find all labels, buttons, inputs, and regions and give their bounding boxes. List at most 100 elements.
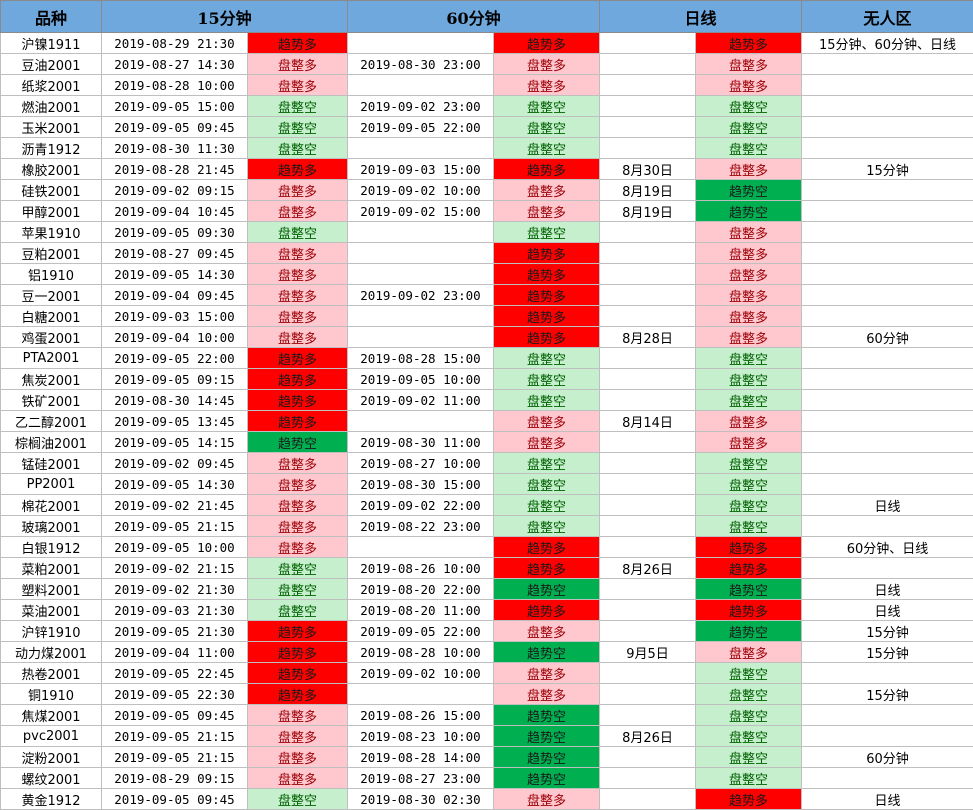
state-daily-cell: 盘整空 [694, 368, 803, 390]
row-name-cell: 豆一2001 [0, 284, 102, 306]
state-daily-cell: 盘整空 [694, 347, 803, 369]
time-15min-cell: 2019-09-02 21:30 [101, 578, 248, 600]
state-60min-cell: 趋势空 [493, 767, 600, 789]
time-60min-cell: 2019-08-30 02:30 [347, 788, 494, 810]
no-man-zone-cell [801, 431, 973, 453]
date-daily-cell: 8月19日 [599, 179, 696, 201]
row-name-cell: 沪镍1911 [0, 32, 102, 54]
header-daily: 日线 [598, 0, 803, 33]
row-name-cell: 沥青1912 [0, 137, 102, 159]
date-daily-cell [599, 662, 696, 684]
time-15min-cell: 2019-08-30 14:45 [101, 389, 248, 411]
date-daily-cell [599, 284, 696, 306]
state-15min-cell: 趋势多 [247, 368, 348, 390]
no-man-zone-cell [801, 515, 973, 537]
state-15min-cell: 趋势多 [247, 620, 348, 642]
state-daily-cell: 盘整多 [694, 242, 803, 264]
state-60min-cell: 趋势多 [493, 284, 600, 306]
time-60min-cell [347, 32, 494, 54]
row-name-cell: 焦炭2001 [0, 368, 102, 390]
row-name-cell: PTA2001 [0, 347, 102, 369]
state-15min-cell: 盘整多 [247, 326, 348, 348]
state-15min-cell: 盘整多 [247, 305, 348, 327]
time-15min-cell: 2019-08-28 21:45 [101, 158, 248, 180]
date-daily-cell [599, 683, 696, 705]
state-15min-cell: 盘整空 [247, 557, 348, 579]
table-row: 乙二醇2001 2019-09-05 13:45 趋势多 盘整多 8月14日 盘整多 [0, 410, 973, 432]
date-daily-cell [599, 746, 696, 768]
date-daily-cell [599, 305, 696, 327]
time-60min-cell: 2019-09-02 10:00 [347, 179, 494, 201]
no-man-zone-cell: 60分钟 [801, 746, 973, 768]
row-name-cell: 淀粉2001 [0, 746, 102, 768]
state-15min-cell: 趋势空 [247, 431, 348, 453]
time-15min-cell: 2019-09-05 21:15 [101, 725, 248, 747]
time-15min-cell: 2019-09-05 09:30 [101, 221, 248, 243]
date-daily-cell: 8月26日 [599, 725, 696, 747]
time-15min-cell: 2019-09-05 09:45 [101, 788, 248, 810]
table-row: 棉花2001 2019-09-02 21:45 盘整多 2019-09-02 22:0… [0, 494, 973, 516]
row-name-cell: 菜粕2001 [0, 557, 102, 579]
time-15min-cell: 2019-09-03 21:30 [101, 599, 248, 621]
row-name-cell: 乙二醇2001 [0, 410, 102, 432]
state-daily-cell: 趋势空 [694, 200, 803, 222]
state-daily-cell: 盘整空 [694, 683, 803, 705]
time-60min-cell [347, 242, 494, 264]
no-man-zone-cell [801, 263, 973, 285]
time-60min-cell [347, 683, 494, 705]
time-15min-cell: 2019-09-05 22:30 [101, 683, 248, 705]
time-60min-cell: 2019-09-02 23:00 [347, 95, 494, 117]
state-daily-cell: 盘整空 [694, 704, 803, 726]
no-man-zone-cell: 日线 [801, 788, 973, 810]
row-name-cell: 橡胶2001 [0, 158, 102, 180]
header-row: 品种 15分钟 60分钟 日线 无人区 [0, 0, 973, 33]
row-name-cell: 鸡蛋2001 [0, 326, 102, 348]
date-daily-cell [599, 704, 696, 726]
state-daily-cell: 趋势多 [694, 599, 803, 621]
time-60min-cell: 2019-08-30 23:00 [347, 53, 494, 75]
row-name-cell: 甲醇2001 [0, 200, 102, 222]
no-man-zone-cell [801, 200, 973, 222]
table-row: 淀粉2001 2019-09-05 21:15 盘整多 2019-08-28 14:0… [0, 746, 973, 768]
time-60min-cell: 2019-08-22 23:00 [347, 515, 494, 537]
time-15min-cell: 2019-08-27 09:45 [101, 242, 248, 264]
no-man-zone-cell [801, 53, 973, 75]
state-daily-cell: 盘整空 [694, 746, 803, 768]
row-name-cell: 玻璃2001 [0, 515, 102, 537]
row-name-cell: 棉花2001 [0, 494, 102, 516]
state-60min-cell: 趋势多 [493, 599, 600, 621]
row-name-cell: 铜1910 [0, 683, 102, 705]
date-daily-cell [599, 599, 696, 621]
state-60min-cell: 趋势多 [493, 158, 600, 180]
state-15min-cell: 盘整多 [247, 74, 348, 96]
time-60min-cell [347, 410, 494, 432]
time-60min-cell: 2019-08-26 15:00 [347, 704, 494, 726]
state-15min-cell: 盘整多 [247, 473, 348, 495]
time-60min-cell: 2019-08-27 10:00 [347, 452, 494, 474]
state-60min-cell: 趋势空 [493, 704, 600, 726]
header-name: 品种 [0, 0, 102, 33]
date-daily-cell [599, 494, 696, 516]
no-man-zone-cell: 60分钟、日线 [801, 536, 973, 558]
state-15min-cell: 趋势多 [247, 641, 348, 663]
time-15min-cell: 2019-09-05 09:15 [101, 368, 248, 390]
state-15min-cell: 盘整空 [247, 137, 348, 159]
time-60min-cell: 2019-08-20 22:00 [347, 578, 494, 600]
row-name-cell: 塑料2001 [0, 578, 102, 600]
no-man-zone-cell [801, 704, 973, 726]
state-daily-cell: 盘整空 [694, 662, 803, 684]
state-15min-cell: 盘整多 [247, 536, 348, 558]
date-daily-cell [599, 137, 696, 159]
no-man-zone-cell [801, 116, 973, 138]
state-15min-cell: 盘整多 [247, 200, 348, 222]
date-daily-cell [599, 767, 696, 789]
table-row: 玻璃2001 2019-09-05 21:15 盘整多 2019-08-22 23:0… [0, 515, 973, 537]
time-15min-cell: 2019-09-05 22:00 [101, 347, 248, 369]
time-60min-cell [347, 263, 494, 285]
state-15min-cell: 趋势多 [247, 158, 348, 180]
date-daily-cell: 8月28日 [599, 326, 696, 348]
state-daily-cell: 盘整空 [694, 95, 803, 117]
state-15min-cell: 盘整多 [247, 515, 348, 537]
